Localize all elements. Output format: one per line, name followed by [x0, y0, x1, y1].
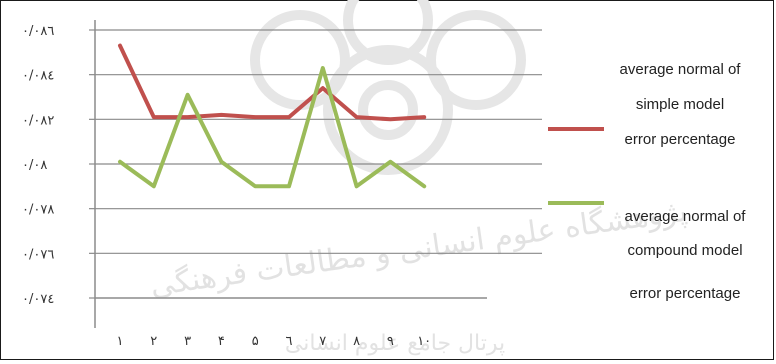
legend-label-line: error percentage [624, 131, 736, 148]
legend-label-line: average normal of [624, 208, 746, 225]
legend-swatch-1 [548, 127, 604, 131]
y-tick-label: ٠/٠٧٨ [22, 203, 54, 218]
y-tick-label: ٠/٠٨٢ [22, 113, 54, 128]
y-tick-label: ٠/٠٨٦ [22, 24, 54, 39]
x-tick-label: ۵ [252, 334, 259, 349]
legend-swatch-2 [548, 201, 604, 205]
watermark-bottom-text: پرتال جامع علوم انسانی [285, 331, 505, 356]
x-tick-label: ٩ [387, 334, 394, 349]
y-tick-label: ٠/٠٨ [22, 158, 47, 173]
legend-label-line: average normal of [619, 61, 741, 78]
y-tick-label: ٠/٠٧٦ [22, 247, 54, 262]
gridlines [95, 29, 542, 254]
y-tick-label: ٠/٠٧٤ [22, 292, 54, 307]
x-tick-label: ٣ [184, 334, 191, 349]
series-line-2 [118, 66, 427, 189]
x-tick-label: ١ [117, 334, 124, 349]
x-tick-label: ٧ [319, 334, 326, 349]
x-tick-label: ١٠ [417, 334, 431, 349]
y-tick-labels: ٠/٠٧٤ ٠/٠٧٦ ٠/٠٧٨ ٠/٠٨ ٠/٠٨٢ ٠/٠٨٤ ٠/٠٨٦ [22, 24, 95, 307]
series-line-1 [118, 43, 427, 122]
x-tick-label: ۴ [218, 334, 225, 349]
x-tick-labels: ١ ٢ ٣ ۴ ۵ ٦ ٧ ٨ ٩ ١٠ [117, 334, 432, 349]
x-tick-label: ٢ [150, 334, 157, 349]
legend-label-line: compound model [627, 242, 743, 259]
y-tick-label: ٠/٠٨٤ [22, 69, 54, 84]
legend-label-line: simple model [635, 96, 725, 113]
x-tick-label: ٨ [353, 334, 360, 349]
watermark-emblem [250, 0, 526, 175]
series-lines [118, 43, 427, 189]
x-tick-label: ٦ [286, 334, 293, 349]
legend-label-line: error percentage [629, 285, 741, 302]
